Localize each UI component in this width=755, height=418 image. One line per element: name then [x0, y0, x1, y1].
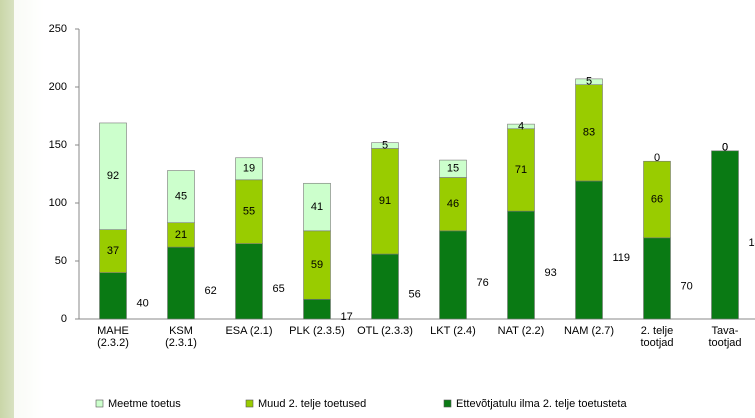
data-label: 0 [654, 152, 660, 164]
data-label: 46 [447, 198, 459, 210]
bar-segment [371, 148, 399, 255]
data-label: 37 [107, 245, 119, 257]
x-tick-label: tootjad [640, 337, 673, 349]
data-label: 4 [518, 120, 524, 132]
data-label: 71 [515, 164, 527, 176]
x-tick-label: NAM (2.7) [564, 325, 614, 337]
bar-segment [167, 222, 195, 248]
bar-segment [575, 180, 603, 320]
data-label: 5 [382, 139, 388, 151]
legend-swatch [245, 399, 254, 408]
x-tick-label: Tava- [712, 325, 739, 337]
data-label: 70 [681, 280, 693, 292]
x-tick-label: 2. telje [641, 325, 673, 337]
bar-segment [99, 272, 127, 320]
data-label: 59 [311, 259, 323, 271]
x-tick-label: OTL (2.3.3) [357, 325, 413, 337]
data-label: 21 [175, 229, 187, 241]
y-tick-label: 50 [55, 255, 67, 267]
data-label: 55 [243, 206, 255, 218]
data-label: 40 [137, 298, 149, 310]
data-label: 65 [273, 283, 285, 295]
x-tick-label: NAT (2.2) [498, 325, 545, 337]
bar-segment [303, 182, 331, 232]
bar-segment [303, 230, 331, 300]
bar-segment [711, 150, 739, 320]
data-label: 15 [447, 163, 459, 175]
x-tick-label: tootjad [708, 337, 741, 349]
data-label: 19 [243, 163, 255, 175]
y-tick-label: 0 [61, 313, 67, 325]
data-label: 145 [749, 237, 755, 249]
bar-segment [507, 128, 535, 212]
x-tick-label: LKT (2.4) [430, 325, 476, 337]
legend-label: Muud 2. telje toetused [258, 398, 366, 410]
data-label: 76 [477, 277, 489, 289]
bar-segment [235, 243, 263, 320]
bar-segment [235, 157, 263, 181]
bar-segment [507, 210, 535, 320]
data-label: 93 [545, 267, 557, 279]
bar-segment [575, 78, 603, 85]
data-label: 119 [613, 252, 631, 264]
legend-swatch [95, 399, 104, 408]
x-tick-label: (2.3.2) [97, 337, 129, 349]
bar-segment [575, 84, 603, 182]
data-label: 5 [586, 76, 592, 88]
x-tick-label: MAHE [97, 325, 129, 337]
x-tick-label: KSM [169, 325, 193, 337]
bar-segment [439, 230, 467, 320]
data-label: 56 [409, 288, 421, 300]
data-label: 66 [651, 193, 663, 205]
bar-segment [303, 298, 331, 320]
bar-segment [99, 122, 127, 230]
x-tick-label: ESA (2.1) [225, 325, 272, 337]
bar-segment [167, 170, 195, 224]
bar-segment [99, 229, 127, 273]
x-tick-label: (2.3.1) [165, 337, 197, 349]
data-label: 45 [175, 191, 187, 203]
bar-segment [235, 179, 263, 244]
x-tick-label: PLK (2.3.5) [289, 325, 345, 337]
data-label: 0 [722, 142, 728, 154]
bar-segment [643, 160, 671, 239]
bar-segment [167, 246, 195, 320]
data-label: 83 [583, 127, 595, 139]
bar-segment [371, 142, 399, 149]
data-label: 62 [205, 285, 217, 297]
y-tick-label: 100 [49, 197, 67, 209]
bar-segment [371, 253, 399, 320]
y-tick-label: 200 [49, 81, 67, 93]
bar-segment [507, 123, 535, 130]
y-tick-label: 250 [49, 23, 67, 35]
data-label: 92 [107, 170, 119, 182]
legend-label: Meetme toetus [108, 398, 181, 410]
legend-label: Ettevõtjatulu ilma 2. telje toetusteta [456, 398, 627, 410]
y-tick-label: 150 [49, 139, 67, 151]
bar-segment [439, 159, 467, 178]
data-label: 41 [311, 201, 323, 213]
data-label: 91 [379, 195, 391, 207]
legend-swatch [443, 399, 452, 408]
data-label: 0 [722, 142, 728, 154]
bar-segment [643, 237, 671, 320]
data-label: 17 [341, 311, 353, 323]
